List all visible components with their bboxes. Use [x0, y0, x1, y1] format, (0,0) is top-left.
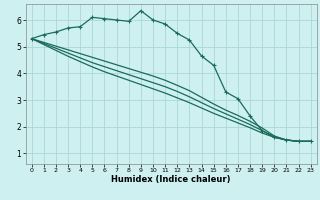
X-axis label: Humidex (Indice chaleur): Humidex (Indice chaleur)	[111, 175, 231, 184]
